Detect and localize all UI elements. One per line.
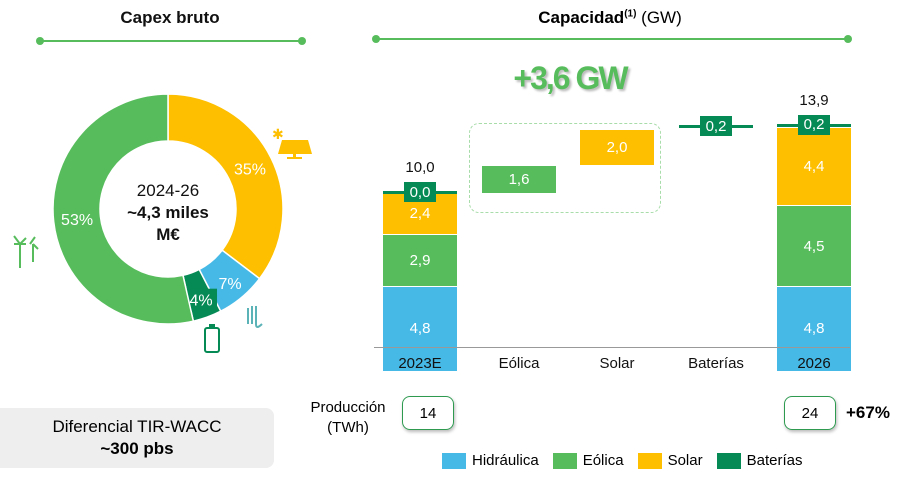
- x-tick-label: 2023E: [398, 355, 442, 372]
- capex-title: Capex bruto: [120, 8, 220, 27]
- bar-segment-eólica: 4,5: [777, 206, 851, 286]
- donut-label-eólica: 53%: [61, 212, 93, 229]
- bar-segment-solar: 2,0: [580, 129, 654, 165]
- additions-bracket: [469, 123, 661, 213]
- capex-donut: 35% 7% 4% 53% ✱: [13, 93, 312, 353]
- differential-box: Diferencial TIR-WACC ~300 pbs: [0, 408, 274, 468]
- donut-slice-eólica: [52, 93, 195, 325]
- donut-label-bg: [185, 288, 218, 311]
- legend-item-hidráulica: Hidráulica: [442, 452, 539, 469]
- donut-label-solar: 35%: [234, 161, 266, 178]
- donut-label-hidráulica: 7%: [218, 276, 241, 293]
- capacity-unit: (GW): [641, 8, 682, 27]
- differential-value: ~300 pbs: [100, 439, 174, 458]
- donut-center: 2024-26 ~4,3 miles M€: [108, 180, 228, 246]
- capacity-title-text: Capacidad: [538, 8, 625, 27]
- svg-text:✱: ✱: [272, 126, 284, 142]
- x-tick-label: Eólica: [498, 355, 540, 372]
- donut-slice-solar: [167, 93, 284, 280]
- donut-label-baterías: 4%: [189, 293, 212, 310]
- legend: Hidráulica Eólica Solar Baterías: [442, 452, 816, 469]
- bar-segment-solar: 4,4: [777, 128, 851, 206]
- center-unit: M€: [156, 225, 180, 244]
- production-end: 24: [784, 396, 836, 430]
- legend-item-solar: Solar: [637, 452, 703, 469]
- production-label-2: (TWh): [327, 419, 369, 436]
- bar-total: 10,0: [405, 159, 435, 177]
- legend-swatch: [552, 452, 577, 469]
- capacity-footnote: (1): [624, 8, 637, 20]
- capacity-divider: [372, 35, 852, 43]
- legend-swatch: [442, 452, 466, 469]
- legend-swatch: [716, 452, 741, 469]
- legend-label: Baterías: [746, 452, 803, 469]
- production-label: Producción (TWh): [298, 398, 398, 438]
- growth-highlight: +3,6 GW: [513, 60, 628, 96]
- bar-segment-hidráulica: 4,8: [777, 286, 851, 371]
- x-tick-label: Baterías: [688, 355, 744, 372]
- production-growth: +67%: [846, 403, 890, 422]
- production-start: 14: [402, 396, 454, 430]
- legend-label: Solar: [667, 452, 703, 469]
- bar-total: 13,9: [799, 91, 829, 109]
- legend-swatch: [637, 452, 662, 469]
- x-tick-label: Solar: [599, 355, 635, 372]
- capex-divider: [36, 37, 306, 45]
- legend-item-baterías: Baterías: [716, 452, 803, 469]
- x-tick-label: 2026: [797, 355, 831, 372]
- center-period: 2024-26: [136, 181, 200, 200]
- solar-panel-icon: ✱: [272, 126, 312, 159]
- capacity-title: Capacidad(1) (GW): [480, 8, 740, 28]
- bar-segment-eólica: 1,6: [482, 165, 556, 193]
- battery-icon: [204, 324, 220, 353]
- bar-segment-hidráulica: 4,8: [383, 286, 457, 371]
- bar-label-baterias: 0,0: [404, 182, 436, 203]
- legend-label: Hidráulica: [472, 452, 539, 469]
- differential-label: Diferencial TIR-WACC: [52, 417, 222, 436]
- bar-label-baterias: 0,2: [700, 116, 732, 137]
- center-amount: ~4,3 miles: [127, 203, 209, 222]
- bar-segment-eólica: 2,9: [383, 234, 457, 286]
- bar-label-baterias: 0,2: [798, 114, 830, 135]
- x-axis: [374, 347, 850, 348]
- hydro-icon: [247, 306, 263, 328]
- production-label-1: Producción: [310, 399, 386, 416]
- wind-turbine-icon: [13, 235, 39, 268]
- legend-item-eólica: Eólica: [552, 452, 624, 469]
- legend-label: Eólica: [582, 452, 624, 469]
